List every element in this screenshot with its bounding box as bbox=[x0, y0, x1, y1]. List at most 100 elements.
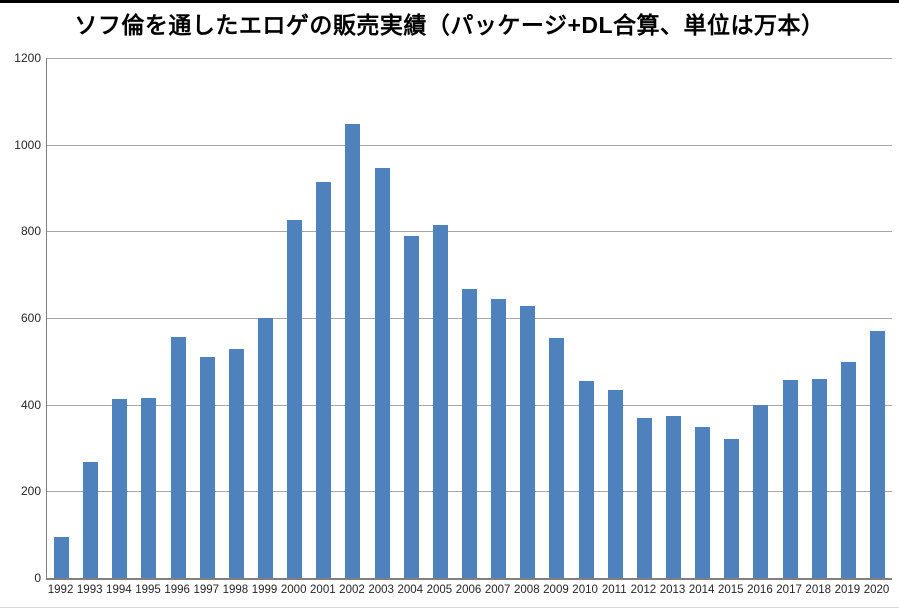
bar-slot bbox=[688, 58, 717, 578]
bar-slot bbox=[659, 58, 688, 578]
bar-slot bbox=[309, 58, 338, 578]
bar-slot bbox=[47, 58, 76, 578]
bar-slot bbox=[601, 58, 630, 578]
bar-slot bbox=[368, 58, 397, 578]
bar-slot bbox=[863, 58, 892, 578]
bar-slot bbox=[572, 58, 601, 578]
chart-title: ソフ倫を通したエロゲの販売実績（パッケージ+DL合算、単位は万本） bbox=[74, 12, 825, 38]
bar-slot bbox=[193, 58, 222, 578]
bar-slot bbox=[746, 58, 775, 578]
y-axis-tick-label: 1200 bbox=[14, 51, 41, 65]
x-axis-tick-label: 1993 bbox=[76, 584, 103, 596]
bar-2005 bbox=[432, 224, 448, 578]
bar-2014 bbox=[695, 427, 711, 578]
x-axis-tick-label: 1994 bbox=[106, 584, 132, 596]
bar-slot bbox=[776, 58, 805, 578]
bar-2015 bbox=[724, 438, 740, 578]
y-axis-tick-label: 600 bbox=[20, 311, 41, 325]
bar-2010 bbox=[578, 380, 594, 578]
x-axis-tick-label: 2009 bbox=[543, 584, 569, 596]
bar-2017 bbox=[782, 379, 798, 578]
x-axis-tick-label: 2014 bbox=[688, 584, 715, 596]
bar-2018 bbox=[811, 378, 827, 578]
bar-2019 bbox=[840, 362, 856, 578]
bar-slot bbox=[280, 58, 309, 578]
bar-slot bbox=[397, 58, 426, 578]
bar-2009 bbox=[549, 337, 565, 578]
x-axis-tick-label: 2008 bbox=[514, 584, 540, 596]
gridline bbox=[47, 144, 892, 146]
bar-2020 bbox=[870, 331, 885, 578]
bar-2011 bbox=[607, 389, 623, 578]
bar-2012 bbox=[636, 417, 652, 578]
bar-2000 bbox=[287, 220, 303, 578]
x-axis-tick-label: 2004 bbox=[397, 584, 424, 596]
bar-2013 bbox=[666, 415, 682, 578]
bar-2003 bbox=[374, 168, 390, 578]
bar-1997 bbox=[199, 356, 215, 578]
gridline bbox=[47, 58, 892, 59]
x-axis-tick-label: 2013 bbox=[659, 584, 686, 596]
x-axis-tick-label: 2002 bbox=[339, 584, 365, 596]
x-axis-tick-label: 2015 bbox=[718, 584, 744, 596]
bar-2001 bbox=[316, 181, 332, 578]
bar-2004 bbox=[403, 236, 419, 578]
bar-slot bbox=[630, 58, 659, 578]
bar-slot bbox=[251, 58, 280, 578]
bar-2008 bbox=[520, 306, 536, 578]
x-axis-tick-label: 2020 bbox=[863, 584, 890, 596]
bar-slot bbox=[76, 58, 105, 578]
y-axis-tick-label: 0 bbox=[34, 571, 41, 585]
x-axis-tick-label: 2018 bbox=[805, 584, 832, 596]
x-axis-tick-label: 2012 bbox=[630, 584, 657, 596]
bar-slot bbox=[134, 58, 163, 578]
y-axis-tick-label: 1000 bbox=[14, 137, 41, 152]
bar-1993 bbox=[83, 462, 99, 578]
x-axis-tick-label: 2005 bbox=[426, 584, 453, 596]
x-axis-tick-label: 2001 bbox=[310, 584, 336, 596]
bar-2007 bbox=[491, 298, 507, 578]
bar-1992 bbox=[54, 536, 70, 578]
bar-slot bbox=[105, 58, 134, 578]
x-axis-tick-label: 2007 bbox=[484, 584, 511, 596]
gridline bbox=[47, 231, 892, 233]
bar-slot bbox=[834, 58, 863, 578]
bar-2016 bbox=[753, 404, 769, 578]
plot-area bbox=[46, 58, 892, 580]
bar-2002 bbox=[345, 124, 361, 578]
x-axis-tick-label: 2010 bbox=[572, 584, 598, 596]
x-axis-tick-label: 1996 bbox=[164, 584, 190, 596]
bar-slot bbox=[717, 58, 746, 578]
x-axis-tick-label: 2017 bbox=[776, 584, 802, 596]
x-axis-tick-label: 2000 bbox=[280, 584, 307, 596]
x-axis-tick-label: 2003 bbox=[368, 584, 394, 596]
bottom-divider-line bbox=[0, 607, 899, 608]
x-axis-tick-label: 1995 bbox=[135, 584, 161, 596]
bar-slot bbox=[164, 58, 193, 578]
x-axis-tick-label: 1999 bbox=[251, 584, 278, 596]
top-border-line bbox=[0, 0, 899, 3]
bar-1994 bbox=[112, 399, 128, 578]
bar-1998 bbox=[228, 349, 244, 578]
bar-1999 bbox=[258, 318, 274, 578]
bar-slot bbox=[484, 58, 513, 578]
bar-slot bbox=[222, 58, 251, 578]
x-axis: 1992 1993 1994 1995 1996 1997 1998 1999 2000 2001… bbox=[46, 583, 891, 597]
x-axis-tick-label: 1997 bbox=[193, 584, 220, 596]
x-axis-tick-label: 1998 bbox=[222, 584, 249, 596]
bar-slot bbox=[513, 58, 542, 578]
bar-slot bbox=[455, 58, 484, 578]
x-axis-tick-label: 2006 bbox=[455, 584, 482, 596]
x-axis-tick-label: 1992 bbox=[47, 584, 74, 596]
bar-series bbox=[47, 58, 892, 578]
y-axis-tick-label: 200 bbox=[20, 484, 41, 499]
y-axis-tick-label: 400 bbox=[20, 397, 41, 412]
bar-slot bbox=[426, 58, 455, 578]
bar-slot bbox=[542, 58, 571, 578]
bar-slot bbox=[805, 58, 834, 578]
bar-2006 bbox=[462, 288, 478, 578]
bar-slot bbox=[338, 58, 367, 578]
x-axis-tick-label: 2011 bbox=[601, 584, 627, 596]
bar-1995 bbox=[141, 397, 157, 578]
